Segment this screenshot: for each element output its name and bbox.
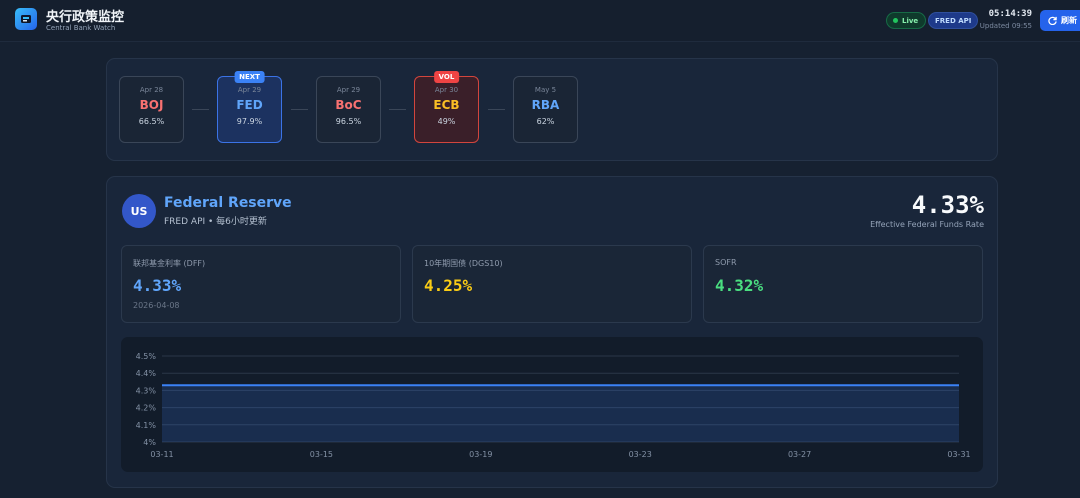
refresh-icon	[1048, 16, 1057, 25]
y-tick-label: 4.3%	[136, 386, 157, 395]
metric-value: 4.32%	[715, 276, 764, 295]
meeting-probability: 62%	[536, 117, 555, 126]
refresh-button[interactable]: 刷新	[1040, 10, 1080, 31]
meeting-card-ecb[interactable]: VOL Apr 30 ECB 49%	[414, 71, 479, 143]
meeting-probability: 49%	[437, 117, 456, 126]
app-subtitle: Central Bank Watch	[46, 24, 116, 32]
meeting-bank: BoC	[335, 98, 362, 112]
metric-card-sofr: SOFR 4.32%	[703, 245, 983, 323]
metric-value: 4.25%	[424, 276, 473, 295]
x-tick-label: 03-27	[788, 450, 811, 459]
y-tick-label: 4.2%	[136, 404, 157, 413]
timeline-connector	[488, 109, 505, 110]
meeting-bank: FED	[236, 98, 263, 112]
meeting-timeline: Apr 28 BOJ 66.5% NEXT Apr 29 FED 97.9% A…	[106, 58, 998, 161]
meeting-date: Apr 29	[336, 86, 361, 94]
meeting-date: Apr 29	[237, 86, 262, 94]
updated-time: Updated 09:55	[979, 22, 1032, 30]
meeting-card-boc[interactable]: Apr 29 BoC 96.5%	[316, 76, 381, 143]
rate-chart: 4% 4.1% 4.2% 4.3% 4.4% 4.5% 03-11 03-15 03-19 03-…	[121, 337, 983, 472]
meeting-date: Apr 28	[139, 86, 164, 94]
clock: 05:14:39	[988, 9, 1032, 19]
next-tag: NEXT	[234, 71, 265, 83]
x-tick-label: 03-15	[310, 450, 333, 459]
meeting-card-fed[interactable]: NEXT Apr 29 FED 97.9%	[217, 71, 282, 143]
meeting-probability: 97.9%	[236, 117, 263, 126]
live-badge: Live	[886, 12, 927, 29]
bank-name: Federal Reserve	[164, 195, 292, 211]
live-dot-icon	[893, 18, 898, 23]
federal-reserve-card: US Federal Reserve FRED API • 每6小时更新 4.3…	[106, 176, 998, 488]
bank-icon	[21, 15, 31, 23]
metric-label: 联邦基金利率 (DFF)	[133, 259, 206, 268]
x-tick-label: 03-19	[469, 450, 492, 459]
metric-label: SOFR	[715, 258, 737, 267]
meeting-probability: 66.5%	[138, 117, 165, 126]
app-logo	[15, 8, 37, 30]
bank-source: FRED API • 每6小时更新	[164, 217, 267, 227]
metric-date: 2026-04-08	[133, 301, 180, 310]
y-tick-label: 4.4%	[136, 369, 157, 378]
x-tick-label: 03-11	[150, 450, 173, 459]
y-tick-label: 4.5%	[136, 352, 157, 361]
y-tick-label: 4.1%	[136, 421, 157, 430]
effective-rate-label: Effective Federal Funds Rate	[870, 220, 984, 229]
refresh-label: 刷新	[1061, 16, 1077, 25]
meeting-probability: 96.5%	[335, 117, 362, 126]
live-label: Live	[902, 16, 919, 25]
timeline-connector	[192, 109, 209, 110]
country-badge: US	[122, 194, 156, 228]
metric-card-dgs10: 10年期国债 (DGS10) 4.25%	[412, 245, 692, 323]
metric-label: 10年期国债 (DGS10)	[424, 259, 503, 268]
metric-card-dff: 联邦基金利率 (DFF) 4.33% 2026-04-08	[121, 245, 401, 323]
metric-value: 4.33%	[133, 276, 182, 295]
meeting-bank: BOJ	[139, 98, 164, 112]
rate-chart-svg: 4% 4.1% 4.2% 4.3% 4.4% 4.5% 03-11 03-15 03-19 03-…	[136, 352, 971, 459]
x-tick-label: 03-31	[947, 450, 970, 459]
series-area	[162, 385, 959, 442]
app-header: 央行政策监控 Central Bank Watch Live FRED API …	[0, 0, 1080, 42]
fred-api-badge: FRED API	[928, 12, 979, 29]
meeting-bank: RBA	[531, 98, 560, 112]
meeting-bank: ECB	[433, 98, 460, 112]
x-tick-label: 03-23	[629, 450, 652, 459]
app-title: 央行政策监控	[46, 10, 125, 25]
meeting-card-rba[interactable]: May 5 RBA 62%	[513, 76, 578, 143]
y-tick-label: 4%	[143, 438, 156, 447]
meeting-card-boj[interactable]: Apr 28 BOJ 66.5%	[119, 76, 184, 143]
meeting-date: May 5	[534, 86, 557, 94]
meeting-date: Apr 30	[434, 86, 459, 94]
timeline-connector	[389, 109, 406, 110]
timeline-connector	[291, 109, 308, 110]
vol-tag: VOL	[433, 71, 460, 83]
effective-rate: 4.33%	[911, 191, 984, 219]
